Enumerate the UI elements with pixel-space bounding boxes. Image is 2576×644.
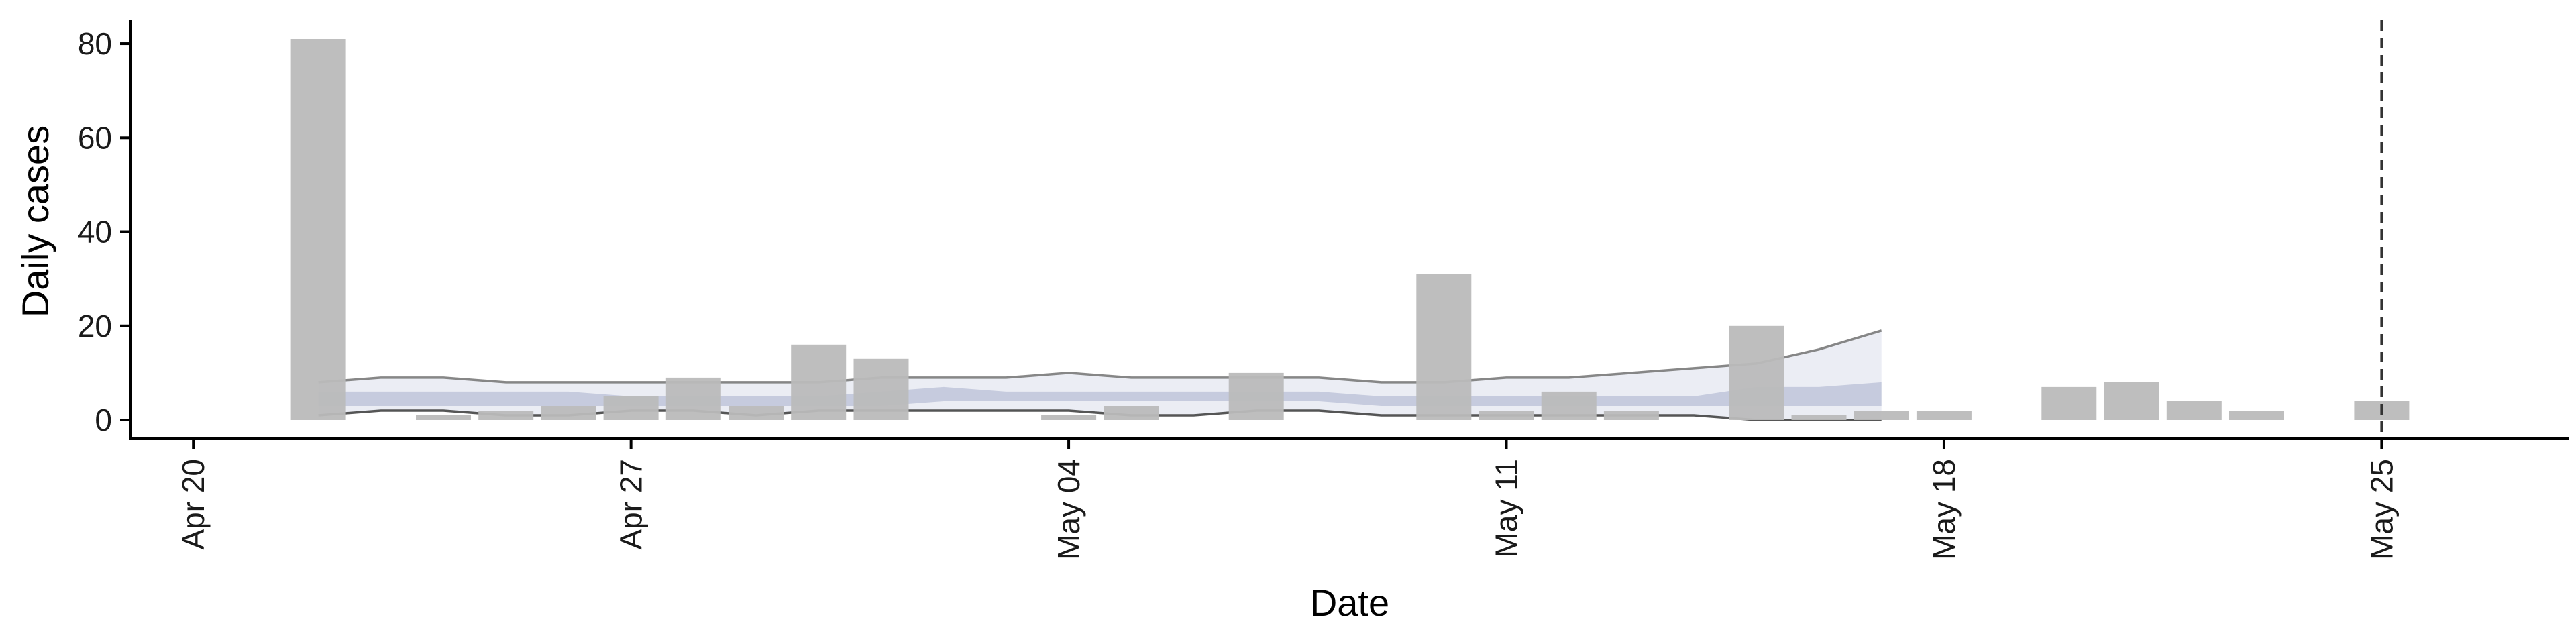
bar [665, 377, 721, 420]
y-tick-label: 20 [78, 309, 112, 343]
bar [1041, 415, 1097, 420]
outer-band-upper-line [318, 329, 1882, 384]
y-tick-label: 0 [95, 402, 112, 437]
bar [290, 39, 346, 420]
bar [1854, 411, 1909, 420]
bar [2166, 401, 2222, 420]
y-tick-label: 40 [78, 215, 112, 250]
bar [853, 358, 909, 420]
bar [2041, 386, 2097, 420]
bar [478, 411, 534, 420]
bar [1791, 415, 1847, 420]
bar [541, 406, 596, 420]
x-tick-label: May 18 [1927, 459, 1962, 560]
bars-layer [290, 39, 2410, 420]
x-tick-label: May 11 [1489, 459, 1524, 557]
bar [1729, 325, 1784, 420]
bar [2104, 382, 2159, 420]
y-tick-label: 60 [78, 120, 112, 155]
x-tick-label: Apr 27 [614, 459, 649, 550]
bar [1603, 411, 1659, 420]
bar [416, 415, 471, 420]
bar [1104, 406, 1159, 420]
y-tick-label: 80 [78, 26, 112, 61]
bar [791, 344, 847, 420]
bar [1479, 411, 1534, 420]
x-tick-label: Apr 20 [176, 459, 211, 550]
bar [603, 396, 659, 420]
x-tick-label: May 25 [2364, 459, 2399, 560]
bar [1416, 274, 1472, 420]
y-axis-title: Daily cases [14, 125, 56, 317]
bar [1916, 411, 1972, 420]
axes-layer: 0 20 40 60 80 Apr 20 Apr 27 May 04 May 11 May 18 M… [78, 20, 2569, 560]
bar [1228, 372, 1284, 420]
bar [1541, 391, 1597, 420]
x-tick-label: May 04 [1051, 459, 1086, 560]
bar [2229, 411, 2284, 420]
x-axis-title: Date [1310, 582, 1389, 624]
bar [729, 406, 784, 420]
